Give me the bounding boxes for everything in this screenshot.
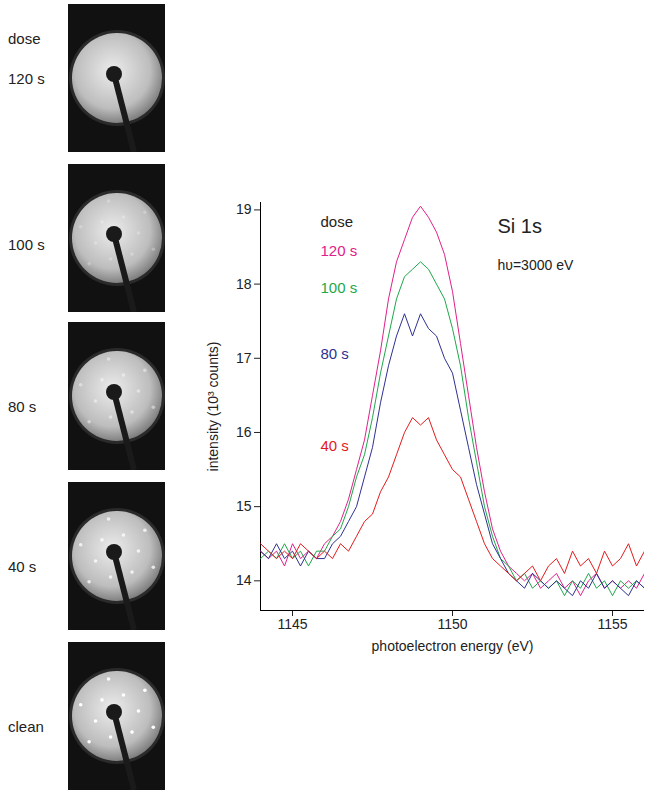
svg-text:100 s: 100 s: [321, 279, 358, 296]
svg-text:intensity (10³ counts): intensity (10³ counts): [205, 342, 221, 472]
svg-text:1150: 1150: [437, 616, 467, 632]
html-text:40 s: 40 s: [8, 558, 37, 575]
svg-text:photoelectron energy (eV): photoelectron energy (eV): [372, 638, 534, 654]
html-text:120 s: 120 s: [8, 70, 45, 87]
svg-text:14: 14: [236, 572, 252, 588]
svg-text:18: 18: [236, 276, 252, 292]
html-text:100 s: 100 s: [8, 236, 45, 253]
html-text:80 s: 80 s: [8, 398, 37, 415]
html-text:clean: clean: [8, 718, 44, 735]
svg-text:40 s: 40 s: [321, 437, 349, 454]
svg-text:16: 16: [236, 424, 252, 440]
svg-text:Si 1s: Si 1s: [498, 215, 542, 237]
svg-text:17: 17: [236, 350, 252, 366]
svg-text:120 s: 120 s: [321, 242, 358, 259]
svg-text:15: 15: [236, 498, 252, 514]
svg-text:dose: dose: [321, 213, 354, 230]
svg-text:80 s: 80 s: [321, 345, 349, 362]
svg-text:hυ=3000 eV: hυ=3000 eV: [498, 257, 574, 273]
svg-text:19: 19: [236, 201, 252, 217]
svg-text:1155: 1155: [597, 616, 627, 632]
svg-text:1145: 1145: [277, 616, 307, 632]
html-text:dose: dose: [8, 30, 41, 47]
